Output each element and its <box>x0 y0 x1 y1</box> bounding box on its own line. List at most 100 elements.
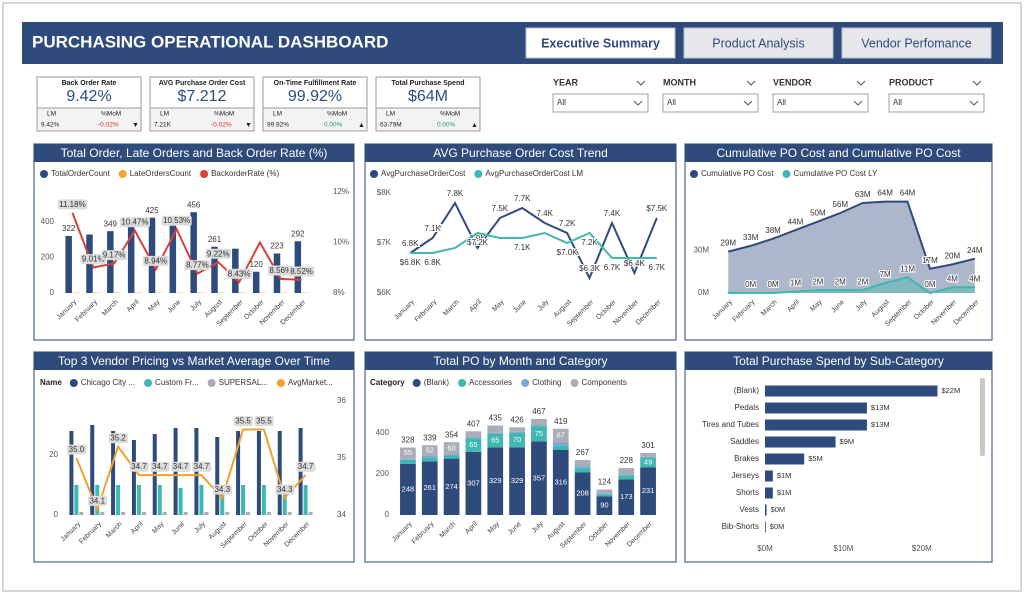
bar <box>137 485 141 515</box>
data-label: 1M <box>790 279 801 288</box>
segment-label: 261 <box>423 483 436 492</box>
bar <box>765 454 804 465</box>
kpi-trend: ▼ <box>245 122 252 129</box>
y-tick-label: 0 <box>54 510 59 519</box>
bar-segment <box>553 446 569 450</box>
data-label: 456 <box>187 200 201 209</box>
data-label: $6.3K <box>579 264 601 273</box>
data-label: 34.7 <box>298 462 314 471</box>
bar <box>69 431 73 515</box>
data-label: 9.01% <box>82 255 105 264</box>
data-label: 0M <box>767 280 778 289</box>
kpi-lm-label: LM <box>160 111 169 118</box>
legend-swatch <box>782 170 790 178</box>
data-label: 425 <box>145 206 159 215</box>
legend-label: Custom Fr... <box>155 378 199 387</box>
data-label: 34.7 <box>173 462 189 471</box>
data-label: 322 <box>62 224 76 233</box>
kpi-lm-label: LM <box>47 111 56 118</box>
data-label: 0M <box>745 280 756 289</box>
data-label: 33M <box>743 233 759 242</box>
y-tick-label: 200 <box>41 253 55 262</box>
kpi-lm-value: 9.42% <box>41 122 60 129</box>
bar <box>304 485 308 515</box>
filter-dropdown[interactable] <box>553 94 648 112</box>
kpi-mom-label: %MoM <box>440 111 460 118</box>
bar-segment <box>597 489 613 493</box>
filter-label: PRODUCT <box>889 77 934 87</box>
category-label: Bib-Shorts <box>722 522 759 531</box>
segment-label: 329 <box>511 476 524 485</box>
filter-label: MONTH <box>663 77 696 87</box>
bar <box>288 512 292 515</box>
bar-segment <box>466 431 482 437</box>
bar <box>215 437 219 515</box>
data-label: 34.7 <box>131 462 147 471</box>
kpi-mom-label: %MoM <box>327 111 347 118</box>
legend-label: Cumulative PO Cost <box>701 169 774 178</box>
bar <box>262 485 266 515</box>
data-label: 120 <box>249 260 263 269</box>
legend-swatch <box>70 379 78 387</box>
kpi-lm-value: 99.92% <box>267 122 289 129</box>
bar <box>257 431 261 515</box>
bar-segment <box>444 455 460 456</box>
legend-swatch <box>119 170 127 178</box>
kpi-trend: ▲ <box>471 122 478 129</box>
data-label: 63M <box>855 190 871 199</box>
kpi-mom-label: %MoM <box>101 111 121 118</box>
data-label: $7.2K <box>467 238 489 247</box>
segment-label: 357 <box>533 473 546 482</box>
bar <box>79 512 83 515</box>
filter-dropdown[interactable] <box>663 94 758 112</box>
kpi-title: Back Order Rate <box>62 80 117 87</box>
kpi-value: 9.42% <box>66 88 111 105</box>
data-label: 8.56% <box>269 266 292 275</box>
bar <box>199 485 203 515</box>
data-label: 4M <box>969 274 980 283</box>
filter-dropdown[interactable] <box>889 94 984 112</box>
data-label: 2M <box>812 277 823 286</box>
total-label: 228 <box>620 456 634 465</box>
data-label: $6.4K <box>624 259 646 268</box>
data-label: 7.2K <box>581 238 598 247</box>
bar-segment <box>640 453 656 457</box>
data-label: 24M <box>967 246 983 255</box>
chart-title: Total PO by Month and Category <box>433 354 607 368</box>
data-label: 10.47% <box>121 218 148 227</box>
total-label: 339 <box>423 433 437 442</box>
legend-label: TotalOrderCount <box>51 169 110 178</box>
segment-label: 329 <box>489 476 502 485</box>
kpi-mom-value: 0.00% <box>324 122 343 129</box>
chart-title: AVG Purchase Order Cost Trend <box>433 146 608 160</box>
data-label: 10.53% <box>163 216 190 225</box>
kpi-lm-label: LM <box>273 111 282 118</box>
bar <box>309 512 313 515</box>
bar-segment <box>531 425 547 426</box>
data-label: $7.5K <box>646 204 668 213</box>
kpi-mom-value: 0.00% <box>437 122 456 129</box>
total-label: 426 <box>510 415 524 424</box>
bar-segment <box>553 443 569 446</box>
kpi-value: 99.92% <box>288 88 342 105</box>
segment-label: 65 <box>491 436 499 445</box>
x-tick-label: $10M <box>833 544 853 553</box>
kpi-value: $64M <box>408 88 448 105</box>
bar <box>765 437 836 448</box>
legend-swatch <box>690 170 698 178</box>
data-label: 7.2K <box>559 219 576 228</box>
data-label: 34.7 <box>194 462 210 471</box>
legend-swatch <box>458 379 466 387</box>
segment-label: 49 <box>644 457 652 466</box>
bar <box>246 512 250 515</box>
data-label: 2M <box>857 277 868 286</box>
bar-segment <box>575 466 591 468</box>
category-label: Saddles <box>730 437 759 446</box>
legend-swatch <box>521 379 529 387</box>
total-label: 124 <box>598 478 612 487</box>
kpi-value: $7.212 <box>178 88 227 105</box>
data-label: 38M <box>765 226 781 235</box>
bar <box>765 386 937 397</box>
filter-dropdown[interactable] <box>773 94 868 112</box>
